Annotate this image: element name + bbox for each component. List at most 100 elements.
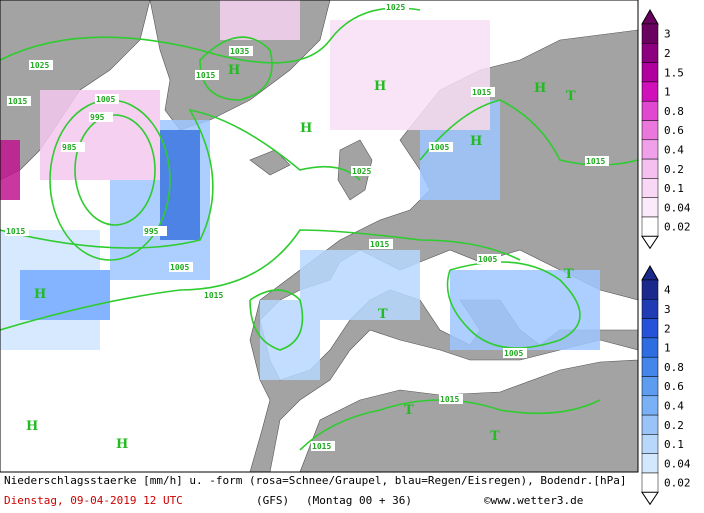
isobar-label: 1015 bbox=[204, 291, 223, 300]
rain-scale-label: 3 bbox=[664, 303, 671, 316]
isobar-label: 1015 bbox=[370, 240, 389, 249]
snow-scale-swatch bbox=[641, 120, 659, 141]
footer-model: (GFS) bbox=[256, 494, 289, 507]
rain-scale-swatch bbox=[641, 356, 659, 377]
rain-scale-label: 0.02 bbox=[664, 477, 691, 490]
isobar-label-bg bbox=[195, 70, 219, 80]
snow-scale-swatch bbox=[641, 158, 659, 179]
isobar-label: 1005 bbox=[96, 95, 115, 104]
rain-scale-label: 0.4 bbox=[664, 399, 684, 412]
isobar-label: 985 bbox=[62, 143, 77, 152]
rain-scale-swatch bbox=[641, 472, 659, 493]
pressure-center: T bbox=[566, 89, 576, 104]
rain-scale-label: 0.1 bbox=[664, 438, 684, 451]
snow-scale-label: 0.1 bbox=[664, 182, 684, 195]
isobar-label-bg bbox=[429, 142, 453, 152]
rain-scale-tip bbox=[641, 491, 659, 506]
isobar bbox=[446, 261, 581, 349]
pressure-center: H bbox=[34, 287, 46, 302]
precipitation bbox=[0, 0, 600, 380]
isobar-label-bg bbox=[229, 46, 253, 56]
pressure-center: H bbox=[534, 81, 546, 96]
isobar bbox=[249, 289, 304, 351]
snow-scale-label: 1 bbox=[664, 86, 671, 99]
snow-scale-swatch bbox=[641, 23, 659, 44]
snow-area bbox=[220, 0, 300, 40]
isobar-label: 995 bbox=[144, 227, 159, 236]
snow-scale-label: 2 bbox=[664, 47, 671, 60]
rain-area bbox=[160, 130, 200, 240]
snow-scale-swatch bbox=[641, 100, 659, 121]
snow-scale-label: 0.6 bbox=[664, 124, 684, 137]
isobar-label: 1005 bbox=[478, 255, 497, 264]
isobar-label-bg bbox=[203, 290, 227, 300]
snow-scale-label: 0.8 bbox=[664, 105, 684, 118]
pressure-center: H bbox=[228, 63, 240, 78]
iceland bbox=[249, 149, 291, 176]
isobar-label: 1005 bbox=[170, 263, 189, 272]
isobar-label: 1015 bbox=[472, 88, 491, 97]
footer-run: (Montag 00 + 36) bbox=[306, 494, 412, 507]
snow-scale-label: 0.02 bbox=[664, 221, 691, 234]
footer-description: Niederschlagsstaerke [mm/h] u. -form (ro… bbox=[4, 474, 627, 487]
pressure-center: T bbox=[404, 403, 414, 418]
rain-scale-label: 0.04 bbox=[664, 457, 691, 470]
isobar-label-bg bbox=[385, 2, 409, 12]
isobar-label-bg bbox=[89, 112, 113, 122]
isobar-label-bg bbox=[471, 87, 495, 97]
legend: 3 2 1.5 1 0.8 0.6 0.4 0.2 0.1 0.04 0.02 4 3 2 1 0.8 0.6 0… bbox=[641, 8, 691, 506]
pressure-center: H bbox=[470, 134, 482, 149]
snow-area bbox=[330, 20, 490, 130]
pressure-centers: H H H H H H H H T T T T T bbox=[26, 63, 576, 452]
isobar-label-bg bbox=[5, 226, 29, 236]
snow-scale-label: 0.4 bbox=[664, 143, 684, 156]
snow-scale-swatch bbox=[641, 216, 659, 237]
isobar-label: 1015 bbox=[312, 442, 331, 451]
isobar-label-bg bbox=[29, 60, 53, 70]
isobar-label-bg bbox=[477, 254, 501, 264]
isobar-label: 1025 bbox=[30, 61, 49, 70]
snow-scale-swatch bbox=[641, 178, 659, 198]
snow-scale-swatch bbox=[641, 43, 659, 63]
rain-scale-label: 0.6 bbox=[664, 380, 684, 393]
footer-credit: ©www.wetter3.de bbox=[484, 494, 583, 507]
isobar-label-bg bbox=[95, 94, 119, 104]
snow-scale-label: 3 bbox=[664, 28, 671, 41]
pressure-center: H bbox=[374, 79, 386, 94]
isobar bbox=[199, 36, 273, 101]
pressure-center: H bbox=[116, 437, 128, 452]
footer-date: Dienstag, 09-04-2019 12 UTC bbox=[4, 494, 183, 507]
rain-scale-swatch bbox=[641, 376, 659, 397]
isobar-label: 1025 bbox=[352, 167, 371, 176]
rain-scale-swatch bbox=[641, 434, 659, 454]
pressure-center: H bbox=[26, 419, 38, 434]
rain-area bbox=[450, 270, 600, 350]
rain-scale-label: 0.2 bbox=[664, 419, 684, 432]
isobar-label-bg bbox=[7, 96, 31, 106]
rain-scale-label: 4 bbox=[664, 284, 671, 297]
isobar-label: 1015 bbox=[440, 395, 459, 404]
isobar-label: 1015 bbox=[196, 71, 215, 80]
snow-scale-label: 0.2 bbox=[664, 163, 684, 176]
isobar-label-bg bbox=[143, 226, 167, 236]
snow-scale-tip bbox=[641, 8, 659, 25]
snow-scale-swatch bbox=[641, 139, 659, 160]
rain-scale-swatch bbox=[641, 318, 659, 339]
pressure-center: T bbox=[378, 307, 388, 322]
snow-scale-label: 0.04 bbox=[664, 201, 691, 214]
rain-area bbox=[300, 250, 420, 320]
rain-scale-swatch bbox=[641, 395, 659, 416]
pressure-center: T bbox=[564, 267, 574, 282]
snow-scale-swatch bbox=[641, 81, 659, 102]
snow-scale-swatch bbox=[641, 197, 659, 218]
isobar-label-bg bbox=[503, 348, 527, 358]
isobar-label: 1005 bbox=[504, 349, 523, 358]
rain-scale-swatch bbox=[641, 337, 659, 358]
rain-scale-swatch bbox=[641, 453, 659, 474]
rain-scale-label: 1 bbox=[664, 342, 671, 355]
isobar-label: 1005 bbox=[430, 143, 449, 152]
snow-scale-tip bbox=[641, 235, 659, 250]
isobar-label: 1015 bbox=[6, 227, 25, 236]
